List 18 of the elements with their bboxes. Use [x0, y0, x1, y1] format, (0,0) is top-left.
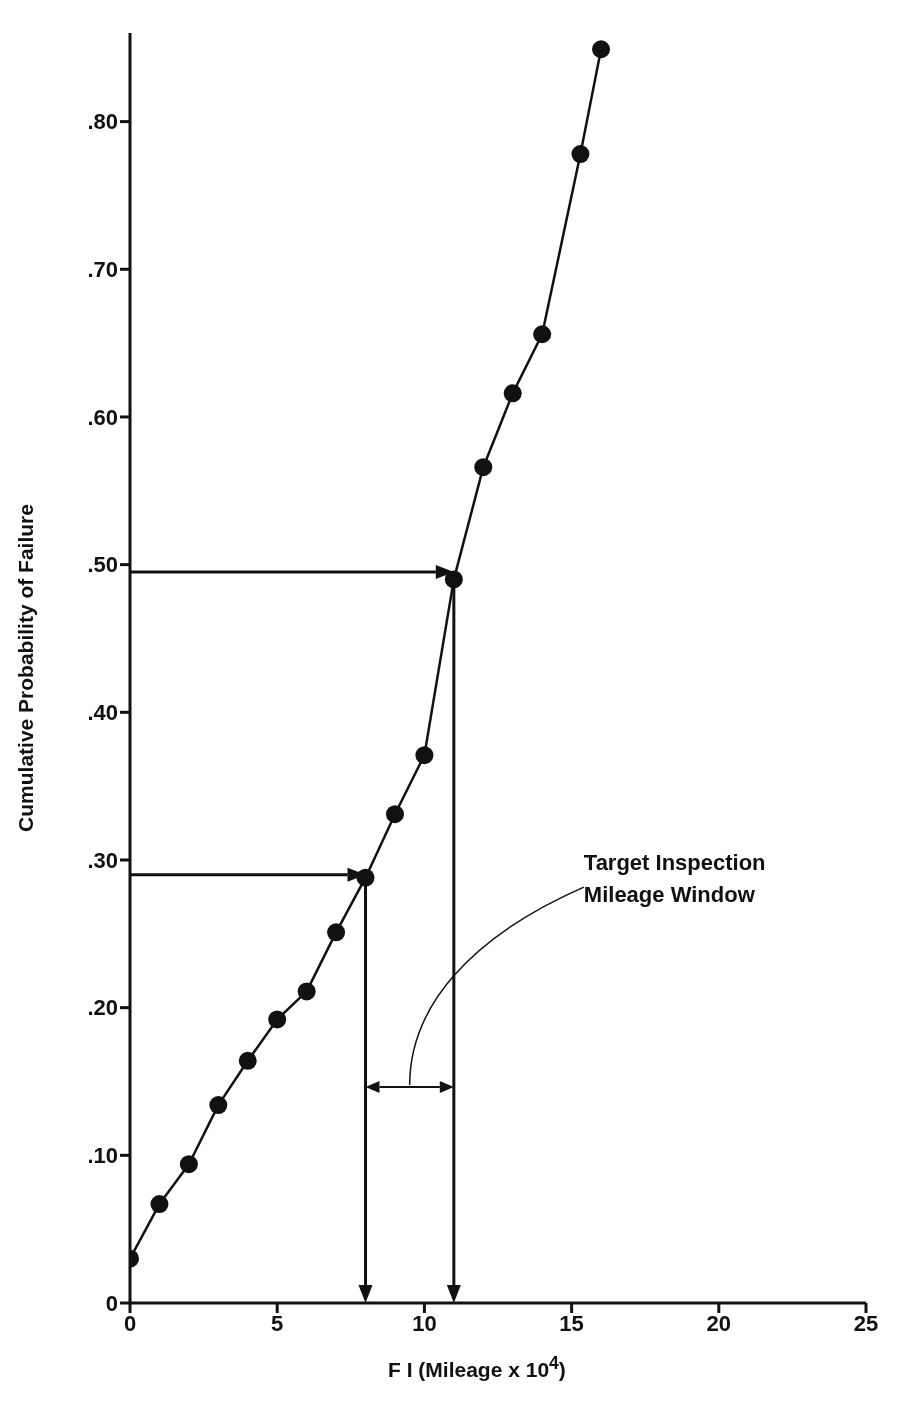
x-axis-title: F I (Mileage x 10$^{4}$)	[388, 1353, 567, 1382]
y-tick-label: .60	[87, 404, 118, 430]
x-tick-label: 5	[271, 1310, 284, 1336]
y-tick-label: .50	[87, 552, 118, 578]
y-axis-title: Cumulative Probability of Failure	[14, 504, 38, 832]
x-tick-label: 0	[123, 1310, 137, 1336]
x-tick-label: 10	[412, 1310, 437, 1336]
y-tick-label: .80	[87, 109, 118, 135]
y-tick-label: .20	[87, 995, 118, 1021]
y-tick-label: 0	[105, 1290, 118, 1316]
y-tick-label: .40	[87, 700, 118, 726]
x-tick-label: 25	[853, 1310, 879, 1336]
annotation: Target Inspection Mileage Window	[583, 849, 767, 910]
y-tick-label: .30	[87, 847, 118, 873]
y-tick-label: .70	[87, 257, 118, 283]
y-tick-label: .10	[87, 1143, 118, 1169]
x-tick-label: 20	[706, 1310, 732, 1336]
x-tick-label: 15	[559, 1310, 584, 1336]
